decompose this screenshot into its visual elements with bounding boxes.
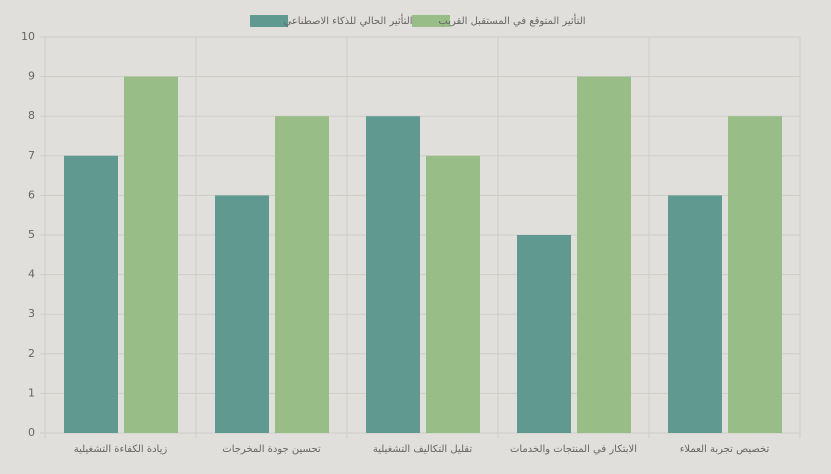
x-tick-label: تخصيص تجربة العملاء [680,444,770,455]
y-tick-label: 0 [28,426,35,439]
y-tick-label: 1 [28,386,35,399]
bar [275,116,329,433]
y-tick-label: 4 [28,268,35,281]
x-tick-label: الابتكار في المنتجات والخدمات [510,444,637,455]
bar [426,155,480,434]
y-tick-label: 2 [28,347,35,360]
bar [728,116,782,433]
bar [215,195,269,433]
y-tick-label: 5 [28,228,35,241]
y-tick-label: 3 [28,307,35,320]
legend-swatch[interactable] [412,15,450,27]
bar [64,155,118,434]
y-tick-label: 6 [28,188,35,201]
bar [668,195,722,433]
legend-label[interactable]: التأثير المتوقع في المستقبل القريب [438,13,585,27]
x-tick-label: تحسين جودة المخرجات [222,444,321,455]
x-tick-label: زيادة الكفاءة التشغيلية [74,444,168,455]
bar [366,116,420,433]
bar [124,76,178,433]
y-tick-label: 7 [28,149,35,162]
legend-label[interactable]: التأثير الحالي للذكاء الاصطناعي [283,13,412,27]
x-tick-label: تقليل التكاليف التشغيلية [373,444,472,455]
y-tick-label: 9 [28,70,35,83]
y-tick-label: 8 [28,109,35,122]
bar [517,235,571,433]
bar [577,76,631,433]
legend-swatch[interactable] [250,15,288,27]
y-tick-label: 10 [21,30,35,43]
